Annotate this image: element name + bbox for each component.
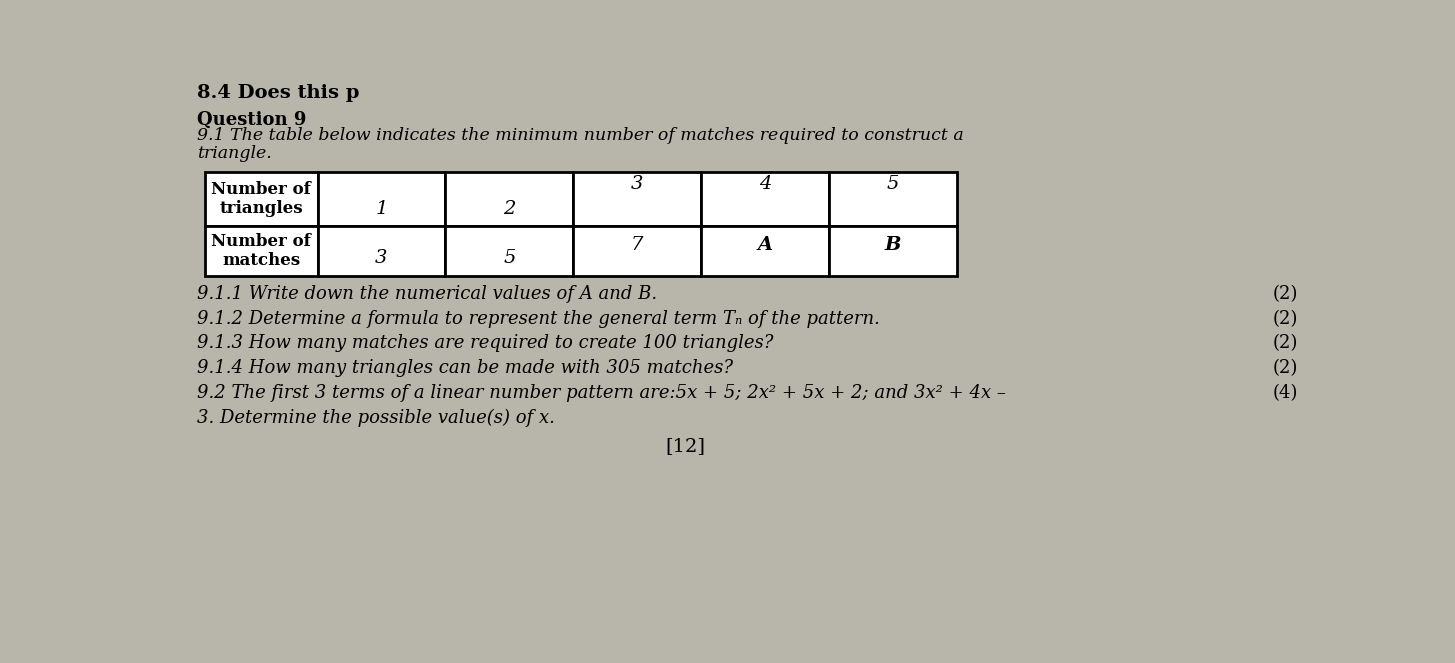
Bar bbox=[317, 226, 445, 276]
Bar bbox=[701, 226, 829, 276]
Text: (2): (2) bbox=[1273, 334, 1298, 353]
Text: 8.4 Does this p: 8.4 Does this p bbox=[198, 84, 359, 102]
Text: Question 9: Question 9 bbox=[198, 110, 307, 129]
Text: 3: 3 bbox=[375, 249, 387, 267]
Text: (4): (4) bbox=[1273, 384, 1298, 402]
Text: 3: 3 bbox=[631, 175, 643, 193]
Text: (2): (2) bbox=[1273, 285, 1298, 303]
Text: 9.1.1 Write down the numerical values of A and B.: 9.1.1 Write down the numerical values of… bbox=[198, 285, 658, 303]
Bar bbox=[573, 226, 701, 276]
Text: 3. Determine the possible value(s) of x.: 3. Determine the possible value(s) of x. bbox=[198, 408, 556, 426]
Text: 9.1 The table below indicates the minimum number of matches required to construc: 9.1 The table below indicates the minimu… bbox=[198, 127, 965, 145]
Bar bbox=[317, 172, 445, 226]
Text: triangle.: triangle. bbox=[198, 145, 272, 162]
Text: Number of
matches: Number of matches bbox=[211, 233, 311, 269]
Text: Number of
triangles: Number of triangles bbox=[211, 180, 311, 217]
Text: A: A bbox=[758, 236, 773, 254]
Text: 5: 5 bbox=[886, 175, 899, 193]
Text: 7: 7 bbox=[631, 236, 643, 254]
Text: 1: 1 bbox=[375, 200, 387, 217]
Text: (2): (2) bbox=[1273, 359, 1298, 377]
Text: B: B bbox=[885, 236, 901, 254]
Text: 9.2 The first 3 terms of a linear number pattern are:5x + 5; 2x² + 5x + 2; and 3: 9.2 The first 3 terms of a linear number… bbox=[198, 384, 1007, 402]
Bar bbox=[445, 226, 573, 276]
Bar bbox=[205, 226, 317, 276]
Text: (2): (2) bbox=[1273, 310, 1298, 328]
Bar bbox=[701, 172, 829, 226]
Text: [12]: [12] bbox=[665, 437, 706, 455]
Bar bbox=[829, 226, 957, 276]
Text: 9.1.3 How many matches are required to create 100 triangles?: 9.1.3 How many matches are required to c… bbox=[198, 334, 774, 353]
Bar bbox=[205, 172, 317, 226]
Text: 2: 2 bbox=[503, 200, 515, 217]
Bar bbox=[445, 172, 573, 226]
Text: 5: 5 bbox=[503, 249, 515, 267]
Text: 4: 4 bbox=[760, 175, 771, 193]
Text: 9.1.2 Determine a formula to represent the general term Tₙ of the pattern.: 9.1.2 Determine a formula to represent t… bbox=[198, 310, 880, 328]
Bar bbox=[829, 172, 957, 226]
Bar bbox=[573, 172, 701, 226]
Text: 9.1.4 How many triangles can be made with 305 matches?: 9.1.4 How many triangles can be made wit… bbox=[198, 359, 733, 377]
